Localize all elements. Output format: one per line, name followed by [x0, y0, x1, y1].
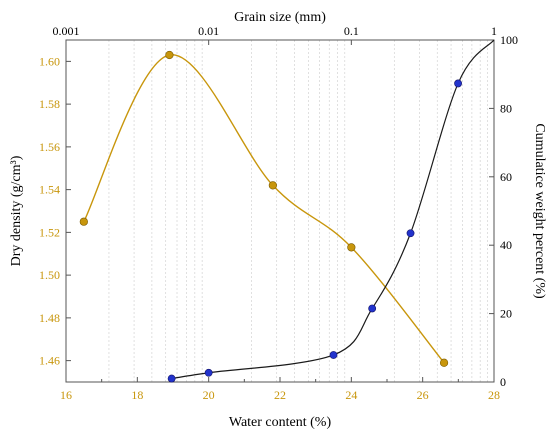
top-tick-label: 1: [491, 24, 497, 38]
x-tick-label: 22: [274, 388, 286, 402]
bottom-axis: 16 18 20 22 24 26 28: [60, 377, 500, 402]
minor-grid: [108, 40, 488, 382]
right-tick-label: 40: [500, 238, 512, 252]
compaction-point: [439, 358, 449, 367]
gradation-point: [167, 374, 176, 383]
x-tick-label: 26: [417, 388, 429, 402]
top-axis-title: Grain size (mm): [234, 10, 326, 25]
gradation-point: [454, 79, 462, 88]
compaction-curve: [83, 54, 445, 364]
top-tick-label: 0.01: [198, 24, 219, 38]
gradation-series: [167, 39, 495, 383]
top-tick-label: 0.1: [344, 24, 359, 38]
right-tick-label: 0: [500, 375, 506, 389]
x-tick-label: 24: [345, 388, 357, 402]
gradation-point: [204, 368, 213, 377]
y-tick-label: 1.52: [39, 225, 60, 239]
right-axis: 0 20 40 60 80 100: [489, 33, 518, 389]
top-axis: 0.001 0.01 0.1 1: [53, 24, 497, 45]
x-tick-label: 20: [203, 388, 215, 402]
plot-frame: [65, 39, 495, 383]
compaction-point: [165, 50, 174, 60]
y-tick-label: 1.48: [39, 311, 60, 325]
left-axis: 1.46 1.48 1.50 1.52 1.54 1.56 1.58 1.60: [39, 54, 71, 368]
y-tick-label: 1.50: [39, 268, 60, 282]
x-tick-label: 18: [131, 388, 143, 402]
right-tick-label: 80: [500, 101, 512, 115]
gradation-curve: [171, 39, 495, 380]
right-tick-label: 20: [500, 307, 512, 321]
right-tick-label: 100: [500, 33, 518, 47]
compaction-point: [268, 181, 277, 190]
compaction-series: [79, 50, 449, 367]
top-tick-label: 0.001: [53, 24, 80, 38]
y-tick-label: 1.58: [39, 97, 60, 111]
y-tick-label: 1.56: [39, 140, 60, 154]
gradation-point: [406, 229, 415, 238]
compaction-point: [347, 243, 356, 252]
gradation-point: [329, 351, 338, 359]
compaction-point: [79, 217, 88, 226]
right-tick-label: 60: [500, 170, 512, 184]
gradation-point: [368, 304, 377, 313]
left-axis-title: Dry density (g/cm³): [9, 155, 24, 266]
y-tick-label: 1.60: [39, 54, 60, 68]
x-tick-label: 16: [60, 388, 72, 402]
right-axis-title: Cumulatice weight percent (%): [532, 123, 547, 299]
x-tick-label: 28: [488, 388, 500, 402]
y-tick-label: 1.46: [39, 354, 60, 368]
y-tick-label: 1.54: [39, 183, 60, 197]
bottom-axis-title: Water content (%): [229, 415, 332, 430]
